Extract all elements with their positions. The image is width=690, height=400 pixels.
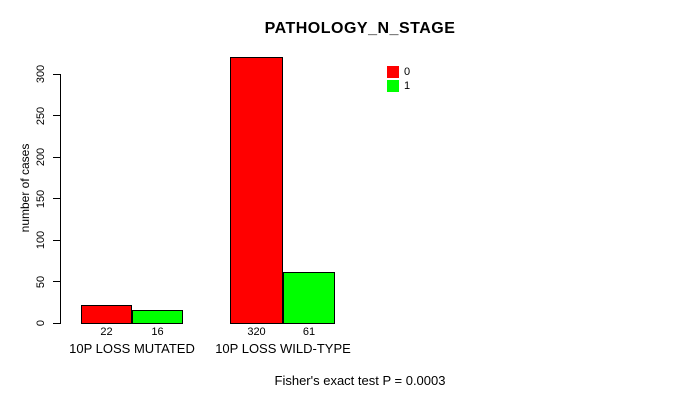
bar-value-label: 22: [100, 326, 113, 338]
bar-value-label: 16: [151, 326, 164, 338]
legend-entry-0: 0: [387, 65, 410, 78]
y-tick-mark: [53, 198, 61, 199]
x-category-label-wild-type: 10P LOSS WILD-TYPE: [215, 341, 351, 356]
legend-label: 1: [404, 79, 411, 92]
y-tick-label: 100: [35, 230, 47, 250]
bar-series-1: [283, 272, 335, 324]
bar-value-label: 320: [247, 326, 266, 338]
y-tick-mark: [53, 73, 61, 75]
y-tick-label: 150: [35, 189, 47, 208]
y-tick-mark: [53, 156, 61, 158]
bar-value-label: 61: [302, 326, 316, 338]
y-tick-label: 50: [35, 275, 47, 288]
bar-series-0: [230, 57, 283, 324]
y-tick-label: 0: [35, 319, 47, 327]
legend-swatch-green: [387, 79, 399, 92]
bar-series-0: [81, 305, 132, 324]
bar-series-1: [132, 310, 183, 324]
y-tick-label: 250: [35, 106, 47, 125]
stat-annotation: Fisher's exact test P = 0.0003: [274, 373, 446, 388]
legend-entry-1: 1: [387, 79, 410, 92]
legend-swatch-red: [387, 65, 399, 78]
chart-title: PATHOLOGY_N_STAGE: [264, 20, 456, 37]
y-tick-mark: [53, 115, 61, 116]
y-tick-label: 300: [35, 64, 47, 84]
y-tick-label: 200: [35, 147, 47, 167]
legend-label: 0: [404, 65, 411, 78]
y-tick-mark: [53, 239, 61, 241]
y-tick-mark: [53, 281, 61, 282]
legend: 0 1: [387, 65, 410, 93]
y-axis-title: number of cases: [18, 143, 32, 233]
y-tick-mark: [53, 322, 61, 324]
x-category-label-mutated: 10P LOSS MUTATED: [69, 341, 195, 356]
